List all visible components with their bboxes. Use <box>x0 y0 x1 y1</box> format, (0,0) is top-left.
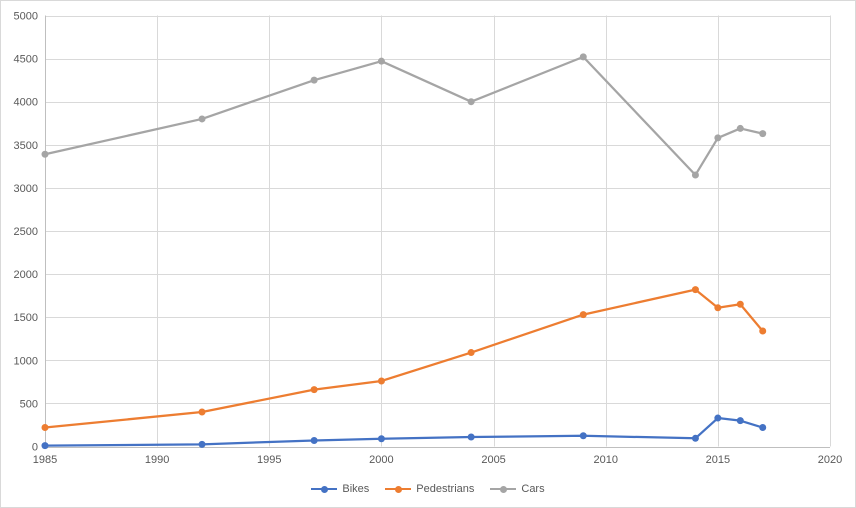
data-point-pedestrians <box>41 424 49 432</box>
legend-label: Cars <box>521 482 545 495</box>
x-tick-label: 2015 <box>706 454 730 466</box>
legend-line-marker-icon <box>490 485 517 494</box>
y-tick-label: 4500 <box>14 54 38 66</box>
data-point-pedestrians <box>714 304 722 312</box>
data-point-cars <box>691 171 699 179</box>
series-line-pedestrians <box>43 288 764 429</box>
series-line-cars <box>43 55 764 177</box>
data-point-bikes <box>41 442 49 450</box>
data-point-bikes <box>579 432 587 440</box>
data-point-bikes <box>198 440 206 448</box>
y-tick-label: 1000 <box>14 355 38 367</box>
y-tick-label: 0 <box>32 442 38 454</box>
y-tick-label: 3000 <box>14 183 38 195</box>
data-point-pedestrians <box>377 377 385 385</box>
data-point-cars <box>467 98 475 106</box>
x-tick-label: 1995 <box>257 454 281 466</box>
data-point-pedestrians <box>759 327 767 335</box>
y-tick-label: 3500 <box>14 140 38 152</box>
y-tick-label: 1500 <box>14 312 38 324</box>
data-point-pedestrians <box>691 286 699 294</box>
data-point-cars <box>714 134 722 142</box>
data-point-cars <box>198 115 206 123</box>
y-tick-label: 2000 <box>14 269 38 281</box>
x-tick-label: 1990 <box>145 454 169 466</box>
data-point-pedestrians <box>198 408 206 416</box>
legend-item-pedestrians[interactable]: Pedestrians <box>385 482 475 495</box>
y-tick-label: 4000 <box>14 97 38 109</box>
legend-label: Pedestrians <box>416 482 475 495</box>
data-point-bikes <box>691 434 699 442</box>
y-tick-label: 500 <box>20 398 38 410</box>
data-point-bikes <box>714 414 722 422</box>
legend-label: Bikes <box>342 482 370 495</box>
y-tick-label: 5000 <box>14 11 38 23</box>
legend-line-marker-icon <box>385 485 412 494</box>
data-point-cars <box>736 124 744 132</box>
data-point-pedestrians <box>736 300 744 308</box>
x-tick-label: 2005 <box>481 454 505 466</box>
data-point-bikes <box>736 417 744 425</box>
data-point-bikes <box>310 436 318 444</box>
x-tick-label: 2020 <box>818 454 842 466</box>
x-tick-label: 1985 <box>33 454 57 466</box>
legend-item-cars[interactable]: Cars <box>490 482 545 495</box>
legend-item-bikes[interactable]: Bikes <box>311 482 370 495</box>
x-tick-label: 2000 <box>369 454 393 466</box>
data-point-cars <box>377 57 385 65</box>
data-point-cars <box>759 130 767 138</box>
legend-line-marker-icon <box>311 485 338 494</box>
y-tick-label: 2500 <box>14 226 38 238</box>
data-point-cars <box>579 53 587 61</box>
series-line-bikes <box>43 416 764 447</box>
x-tick-label: 2010 <box>593 454 617 466</box>
data-point-cars <box>310 76 318 84</box>
data-point-pedestrians <box>310 386 318 394</box>
data-point-bikes <box>467 433 475 441</box>
data-point-bikes <box>759 424 767 432</box>
data-point-cars <box>41 150 49 158</box>
data-point-bikes <box>377 435 385 443</box>
data-point-pedestrians <box>467 349 475 357</box>
chart-legend: Bikes Pedestrians Cars <box>1 480 855 498</box>
data-point-pedestrians <box>579 311 587 319</box>
